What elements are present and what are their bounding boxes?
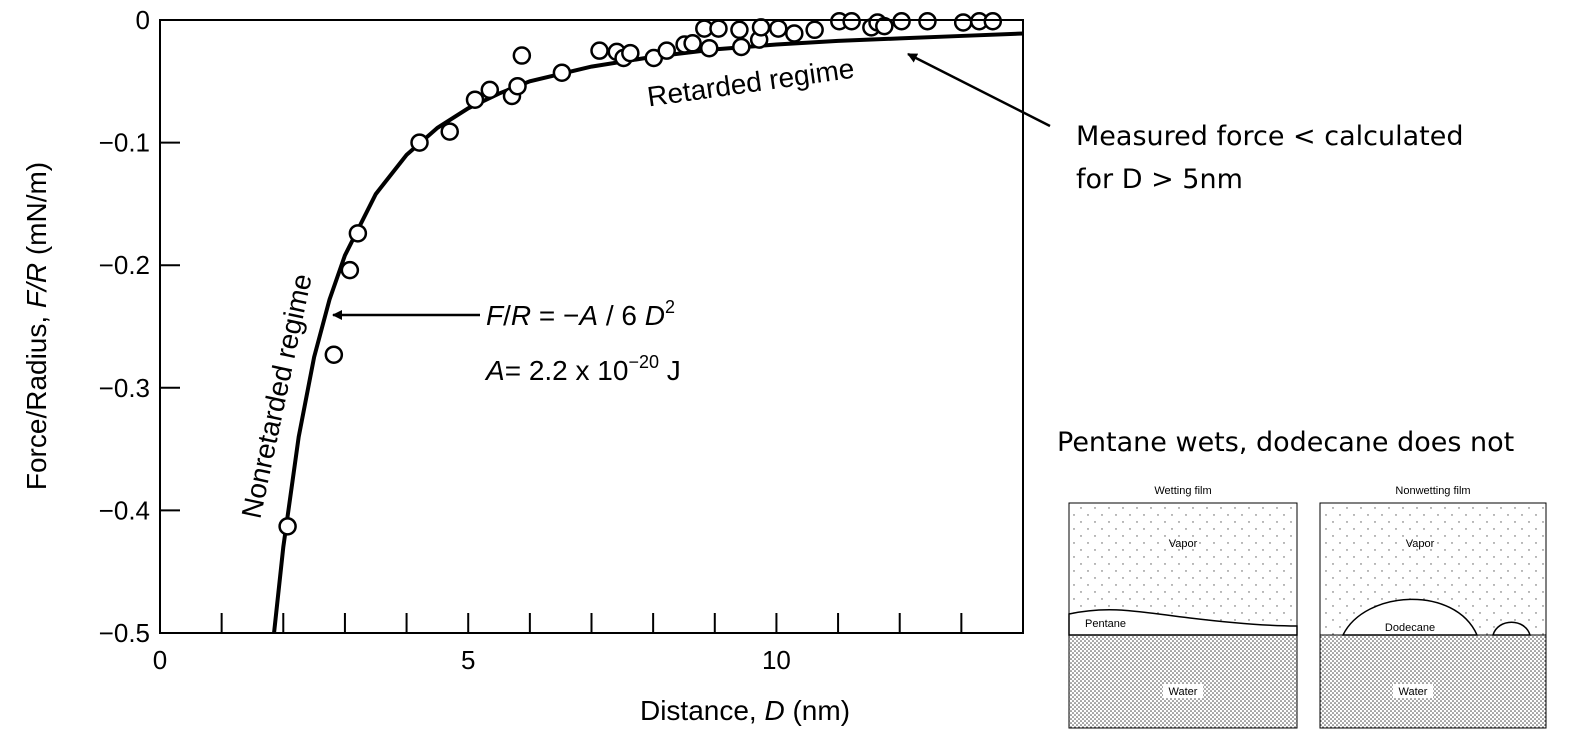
x-tick-label: 10 xyxy=(762,645,791,675)
dodecane-drop xyxy=(1341,598,1479,636)
data-point xyxy=(657,41,676,60)
data-point xyxy=(340,260,360,280)
data-point xyxy=(842,11,861,31)
plot: 0 5 10 0 −0.1 −0.2 −0.3 −0.4 −0.5 xyxy=(99,5,1023,675)
label: Water xyxy=(1399,686,1428,698)
plot-frame xyxy=(159,19,1024,634)
y-tick-label: −0.2 xyxy=(99,250,150,280)
data-point xyxy=(590,41,609,60)
data-point xyxy=(621,43,640,63)
side-title: Pentane wets, dodecane does not xyxy=(1057,427,1514,458)
y-tick-label: −0.5 xyxy=(99,618,150,648)
y-tick-label: −0.1 xyxy=(99,128,150,158)
fit-curve xyxy=(272,31,1023,633)
water xyxy=(1069,635,1297,728)
hamaker-constant: A= 2.2 x 10−20 J xyxy=(484,352,681,386)
diagram-title: Nonwetting film xyxy=(1395,485,1470,497)
y-tick-label: −0.3 xyxy=(99,373,150,403)
data-point xyxy=(699,38,719,58)
data-point xyxy=(732,37,751,57)
box xyxy=(1068,502,1298,729)
measured-note: Measured force < calculated xyxy=(1076,121,1463,152)
data-point xyxy=(278,517,297,536)
data-point xyxy=(918,11,937,31)
measured-arrow xyxy=(907,52,1051,128)
y-axis-label: Force/Radius, F/R (mN/m) xyxy=(21,162,52,490)
formula: F/R = −A / 6 D2 xyxy=(486,297,675,331)
data-point xyxy=(730,20,749,40)
box xyxy=(1319,502,1547,729)
pentane-film xyxy=(1068,608,1298,636)
x-axis-label: Distance, D (nm) xyxy=(640,695,850,726)
retarded-label: Retarded regime xyxy=(645,53,856,113)
data-point xyxy=(465,90,485,109)
label: Vapor xyxy=(1406,538,1435,550)
label: Water xyxy=(1169,686,1198,698)
data-point xyxy=(324,345,344,364)
measured-note: for D > 5nm xyxy=(1076,164,1243,195)
x-tick-label: 5 xyxy=(461,645,475,675)
data-point xyxy=(508,76,527,96)
data-point xyxy=(751,18,771,37)
label-bg xyxy=(1393,684,1433,698)
data-point xyxy=(875,16,894,36)
data-point xyxy=(512,46,532,65)
data-point xyxy=(769,19,788,38)
data-point xyxy=(983,11,1003,31)
y-tick-label: 0 xyxy=(136,5,150,35)
data-point xyxy=(348,224,368,243)
data-point xyxy=(440,122,459,141)
data-point xyxy=(410,133,429,152)
label: Pentane xyxy=(1085,618,1126,630)
diagram-title: Wetting film xyxy=(1154,485,1211,497)
label-bg xyxy=(1163,684,1203,698)
y-tick-label: −0.4 xyxy=(99,495,150,525)
x-tick-label: 0 xyxy=(153,645,167,675)
label: Vapor xyxy=(1169,538,1198,550)
nonwetting-diagram: Nonwetting film Vapor Dodecane Water xyxy=(1319,485,1547,729)
data-point xyxy=(683,34,702,53)
data-point xyxy=(892,11,911,31)
data-point xyxy=(480,80,500,100)
data-point xyxy=(709,19,728,38)
data-point xyxy=(552,63,572,82)
wetting-diagram: Wetting film Vapor Pentane Water xyxy=(1068,485,1298,729)
data-point xyxy=(953,13,973,32)
label: Dodecane xyxy=(1385,622,1435,634)
data-point xyxy=(805,20,824,40)
data-point xyxy=(785,24,804,43)
water xyxy=(1320,635,1546,728)
